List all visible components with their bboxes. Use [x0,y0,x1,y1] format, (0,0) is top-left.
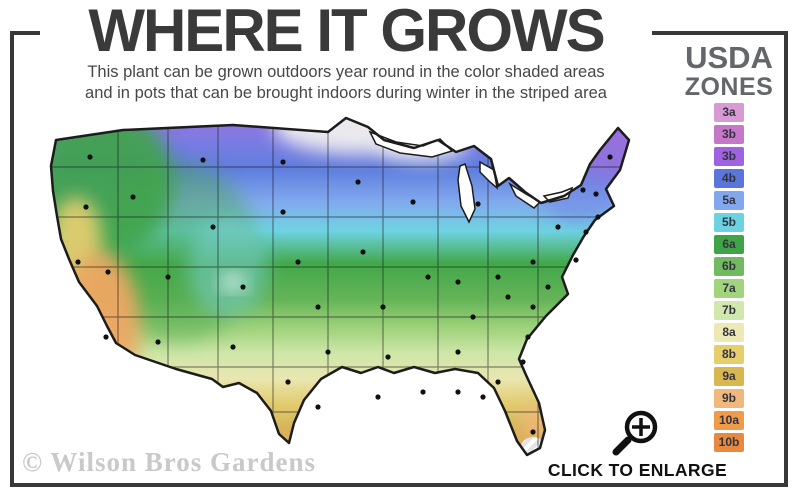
legend-zone-9b: 9b [714,389,744,408]
state-dot [595,214,601,220]
south-florida-striped-area [520,437,546,455]
state-dot [410,199,416,205]
mountain-white-speck [221,274,245,290]
state-dot [495,274,501,280]
state-dot [103,334,109,340]
state-dot [165,274,171,280]
subtitle: This plant can be grown outdoors year ro… [40,62,652,104]
legend-zone-5b: 5b [714,213,744,232]
state-dot [495,379,501,385]
state-dot [355,179,361,185]
legend-title-zones: ZONES [684,73,774,101]
enlarge-label[interactable]: CLICK TO ENLARGE [547,460,728,480]
state-dots [75,154,613,435]
state-dot [385,354,391,360]
state-dot [200,157,206,163]
state-dot [155,339,161,345]
subtitle-line1: This plant can be grown outdoors year ro… [87,63,605,81]
state-dot [360,249,366,255]
state-dot [573,257,579,263]
legend-zone-8b: 8b [714,345,744,364]
lake-huron [479,160,499,190]
state-dot [325,349,331,355]
state-dot [210,224,216,230]
legend-zone-7b: 7b [714,301,744,320]
state-dot [580,187,586,193]
legend-zone-3b: 3b [714,147,744,166]
legend-title: USDA ZONES [676,40,782,101]
state-dot [530,304,536,310]
magnifier-icon[interactable] [610,404,666,458]
state-dot [87,154,93,160]
legend-zone-9a: 9a [714,367,744,386]
legend-zone-3b: 3b [714,125,744,144]
state-dot [315,304,321,310]
state-dot [455,389,461,395]
state-dot [520,359,526,365]
state-dot [130,194,136,200]
legend-zone-7a: 7a [714,279,744,298]
california-coast-orange-patch [60,252,140,402]
state-dot [425,274,431,280]
usa-map-svg [49,116,631,457]
state-dot [295,259,301,265]
state-dot [505,294,511,300]
state-dot [420,389,426,395]
state-dot [475,201,481,207]
state-dot [525,334,531,340]
great-lakes [368,130,574,224]
state-dot [375,394,381,400]
usda-zone-map [28,112,668,472]
legend-zone-6b: 6b [714,257,744,276]
legend-zone-4b: 4b [714,169,744,188]
state-dot [607,154,613,160]
state-dot [530,429,536,435]
legend-zone-5a: 5a [714,191,744,210]
zone-legend: 3a 3b 3b 4b 5a 5b 6a 6b 7a 7b 8a 8b 9a 9b 10a 10b [714,103,744,455]
legend-zone-10a: 10a [714,411,744,430]
state-dot [230,344,236,350]
legend-title-usda: USDA [685,40,773,75]
state-dot [75,259,81,265]
state-dot [315,404,321,410]
state-dot [455,349,461,355]
lake-erie [508,181,542,209]
usa-outline [49,116,631,457]
subtitle-line2: and in pots that can be brought indoors … [85,84,607,102]
enlarge-button[interactable]: CLICK TO ENLARGE [540,404,735,481]
state-dot [555,224,561,230]
state-dot [583,229,589,235]
state-dot [280,159,286,165]
legend-zone-6a: 6a [714,235,744,254]
state-dot [455,279,461,285]
lake-superior [368,130,454,158]
lake-michigan [457,163,476,224]
watermark: © Wilson Bros Gardens [22,447,316,477]
page-title: WHERE IT GROWS [40,0,652,62]
state-dot [545,284,551,290]
state-dot [480,394,486,400]
state-dot [105,269,111,275]
legend-zone-3a: 3a [714,103,744,122]
legend-zone-10b: 10b [714,433,744,452]
state-dot [380,304,386,310]
state-dot [470,314,476,320]
state-dot [240,284,246,290]
state-dot [280,209,286,215]
state-dot [83,204,89,210]
state-dot [285,379,291,385]
legend-zone-8a: 8a [714,323,744,342]
state-dot [593,191,599,197]
state-dot [530,259,536,265]
